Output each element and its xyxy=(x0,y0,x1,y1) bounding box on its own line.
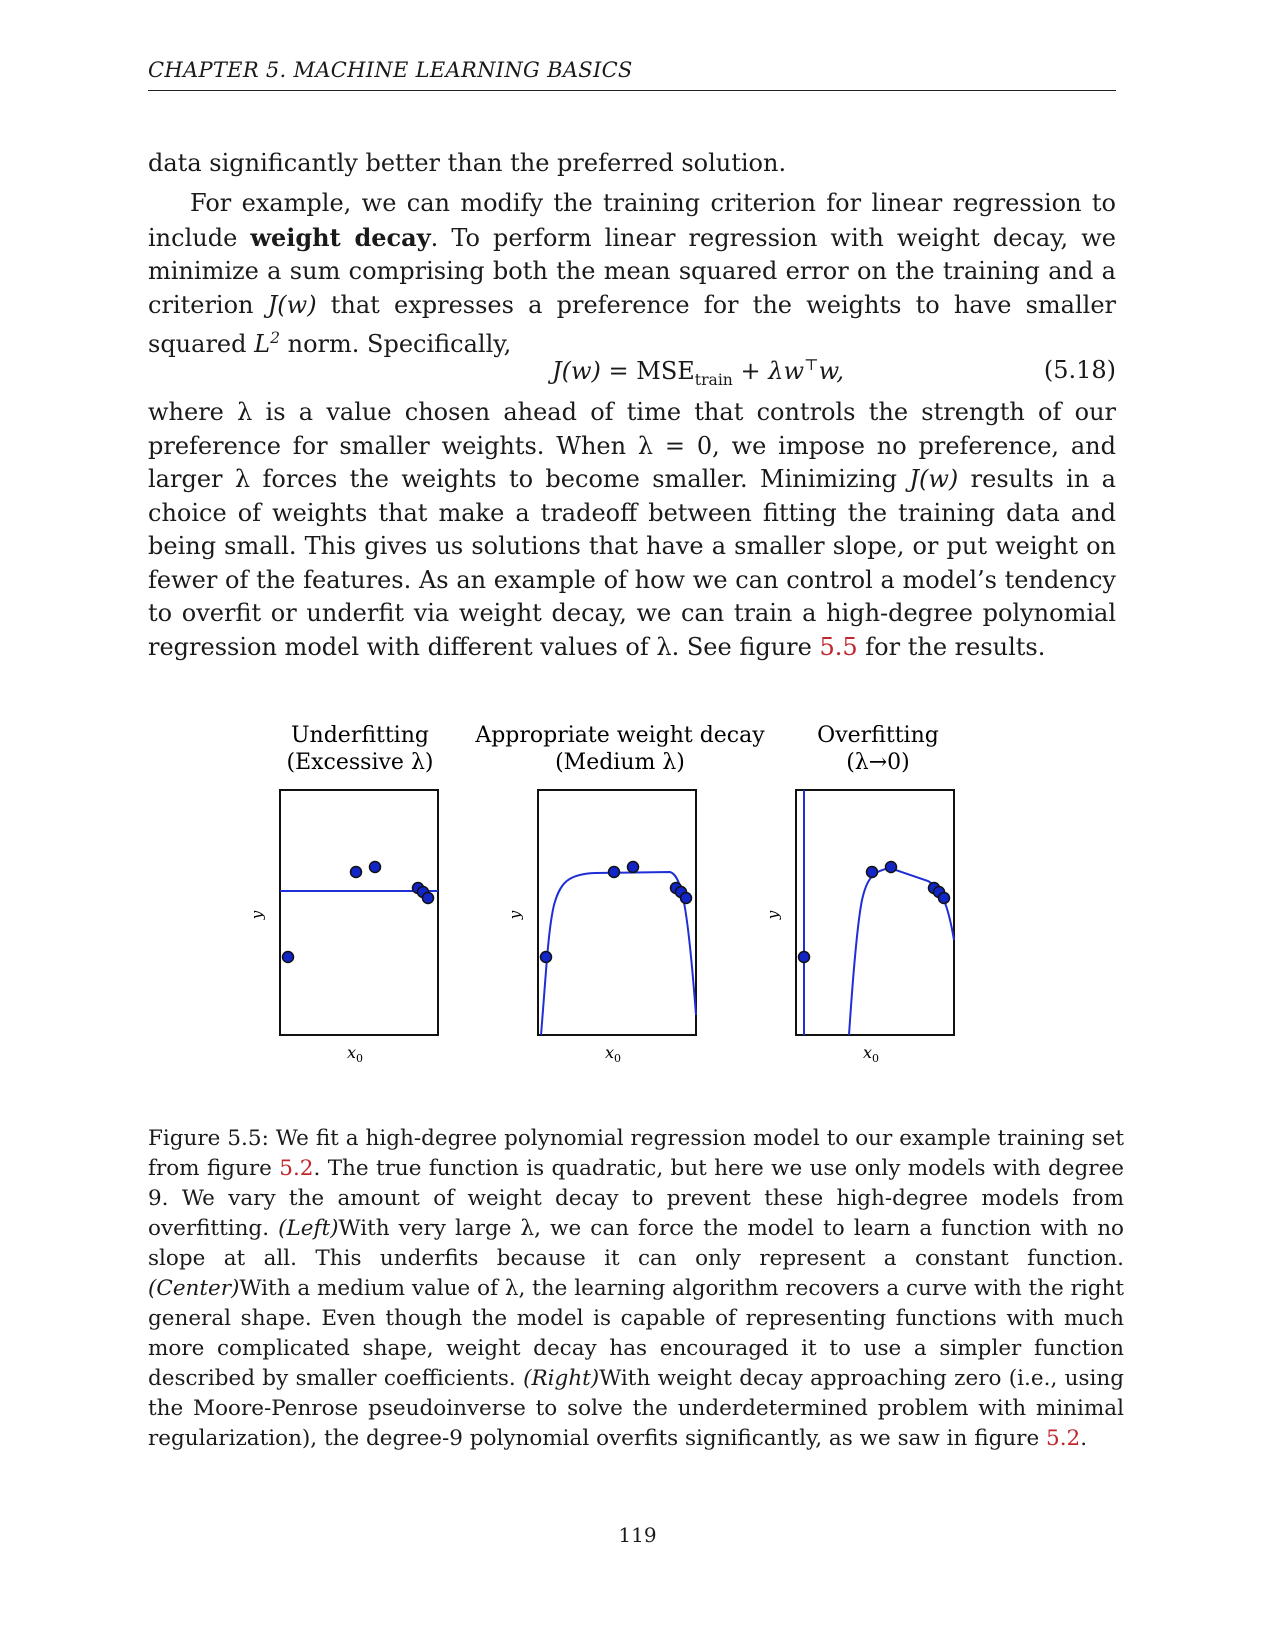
figure-caption: Figure 5.5: We fit a high-degree polynom… xyxy=(148,1124,1124,1454)
caption-center-label: (Center) xyxy=(148,1276,240,1301)
panel-3-point xyxy=(937,891,951,905)
panel-1-point xyxy=(281,950,295,964)
panel-2-point xyxy=(626,860,640,874)
panel-3-point xyxy=(865,865,879,879)
caption-text-e: With weight decay approaching zero (i.e.… xyxy=(148,1366,1124,1451)
equation-number: (5.18) xyxy=(1043,356,1116,384)
caption-left-label: (Left) xyxy=(278,1216,339,1241)
panel-3-axes xyxy=(795,789,955,1036)
panel-1-title-1: Underfitting xyxy=(291,725,429,748)
panel-3-title-2: (λ→0) xyxy=(846,750,910,775)
panel-3-ylabel: y xyxy=(764,910,782,920)
panel-2-point xyxy=(539,950,553,964)
paragraph-3: where λ is a value chosen ahead of time … xyxy=(148,396,1116,664)
panel-3-xlabel-base: x xyxy=(863,1043,872,1062)
panel-1-ylabel: y xyxy=(250,910,266,920)
paragraph-3-text-b: results in a choice of weights that make… xyxy=(148,465,1116,661)
panel-2-xlabel-sub: 0 xyxy=(614,1052,621,1065)
paragraph-2-text-a: For example, we can modify the training … xyxy=(148,189,1116,252)
figure-link-5-2-second[interactable]: 5.2 xyxy=(1046,1426,1081,1451)
panel-3-point xyxy=(884,860,898,874)
panel-2-fit-curve xyxy=(540,870,697,1036)
page-number: 119 xyxy=(618,1523,657,1547)
figure-plots: Underfitting (Excessive λ) y x0 Appropri… xyxy=(248,723,955,1065)
panel-underfitting: Underfitting (Excessive λ) y x0 xyxy=(248,723,439,1065)
equation-lhs: J(w) xyxy=(551,357,601,385)
panel-3-title-1: Overfitting xyxy=(817,725,939,748)
panel-2-title-2: (Medium λ) xyxy=(555,750,685,775)
equation-body: J(w) = MSEtrain + λw⊤w, xyxy=(551,356,844,389)
figure-5-5: Underfitting (Excessive λ) y x0 Appropri… xyxy=(248,723,1030,1095)
caption-text-d: With a medium value of λ, the learning a… xyxy=(148,1276,1124,1391)
caption-text-b: . The true function is quadratic, but he… xyxy=(148,1156,1125,1241)
paragraph-3-text-c: for the results. xyxy=(857,632,1046,661)
panel-1-xlabel-base: x xyxy=(347,1043,356,1062)
panel-appropriate: Appropriate weight decay (Medium λ) y x0 xyxy=(474,723,765,1065)
paragraph-2-text-b: . To perform linear regression with weig… xyxy=(148,223,1116,319)
panel-1-point xyxy=(421,891,435,905)
paragraph-3-text-a: where λ is a value chosen ahead of time … xyxy=(148,398,1116,493)
panel-2-ylabel: y xyxy=(506,910,524,920)
panel-1-xlabel-sub: 0 xyxy=(356,1052,363,1065)
caption-label: Figure 5.5: xyxy=(148,1126,269,1151)
panel-1-axes xyxy=(279,789,439,1036)
panel-3-point xyxy=(797,950,811,964)
equation-transpose: ⊤ xyxy=(804,356,819,374)
math-l2-sup: 2 xyxy=(270,329,280,347)
running-title: CHAPTER 5. MACHINE LEARNING BASICS xyxy=(148,58,633,82)
panel-2-axes xyxy=(537,789,697,1036)
panel-1-xlabel: x0 xyxy=(347,1043,363,1065)
panel-2-point xyxy=(679,891,693,905)
caption-text-a: We fit a high-degree polynomial regressi… xyxy=(148,1126,1124,1181)
paragraph-1-text: data significantly better than the prefe… xyxy=(148,149,787,177)
panel-1-title-2: (Excessive λ) xyxy=(287,750,434,775)
panel-2-point xyxy=(607,865,621,879)
panel-3-xlabel: x0 xyxy=(863,1043,879,1065)
panel-3-xlabel-sub: 0 xyxy=(872,1052,879,1065)
paragraph-1: data significantly better than the prefe… xyxy=(148,147,1116,181)
caption-text-c: With very large λ, we can force the mode… xyxy=(148,1216,1124,1271)
math-jw: J(w) xyxy=(267,290,317,319)
panel-1-point xyxy=(349,865,363,879)
equation-rhs: + λw xyxy=(740,357,805,385)
panel-2-xlabel-base: x xyxy=(605,1043,614,1062)
caption-right-label: (Right) xyxy=(523,1366,600,1391)
paragraph-2: For example, we can modify the training … xyxy=(148,187,1116,362)
panel-2-xlabel: x0 xyxy=(605,1043,621,1065)
running-header: CHAPTER 5. MACHINE LEARNING BASICS xyxy=(148,58,1116,91)
math-jw-2: J(w) xyxy=(909,465,959,493)
panel-1-point xyxy=(368,860,382,874)
equation-mse-sub: train xyxy=(694,370,733,389)
paragraph-2-text-c: that expresses a preference for the weig… xyxy=(148,290,1117,359)
equation-rhs-end: w, xyxy=(818,357,844,385)
panel-2-title-1: Appropriate weight decay xyxy=(474,725,765,748)
equation-5-18: J(w) = MSEtrain + λw⊤w, (5.18) xyxy=(148,356,1116,396)
figure-link-5-2[interactable]: 5.2 xyxy=(279,1156,314,1181)
term-weight-decay: weight decay xyxy=(250,222,431,252)
paragraph-2-text-d: norm. Specifically, xyxy=(279,330,512,358)
panel-overfitting: Overfitting (λ→0) y x0 xyxy=(764,723,955,1065)
math-l2: L2 xyxy=(254,329,280,358)
caption-text-f: . xyxy=(1080,1426,1088,1451)
figure-link-5-5[interactable]: 5.5 xyxy=(819,632,858,661)
math-l2-base: L xyxy=(254,330,271,358)
equation-mse: MSE xyxy=(636,357,695,385)
